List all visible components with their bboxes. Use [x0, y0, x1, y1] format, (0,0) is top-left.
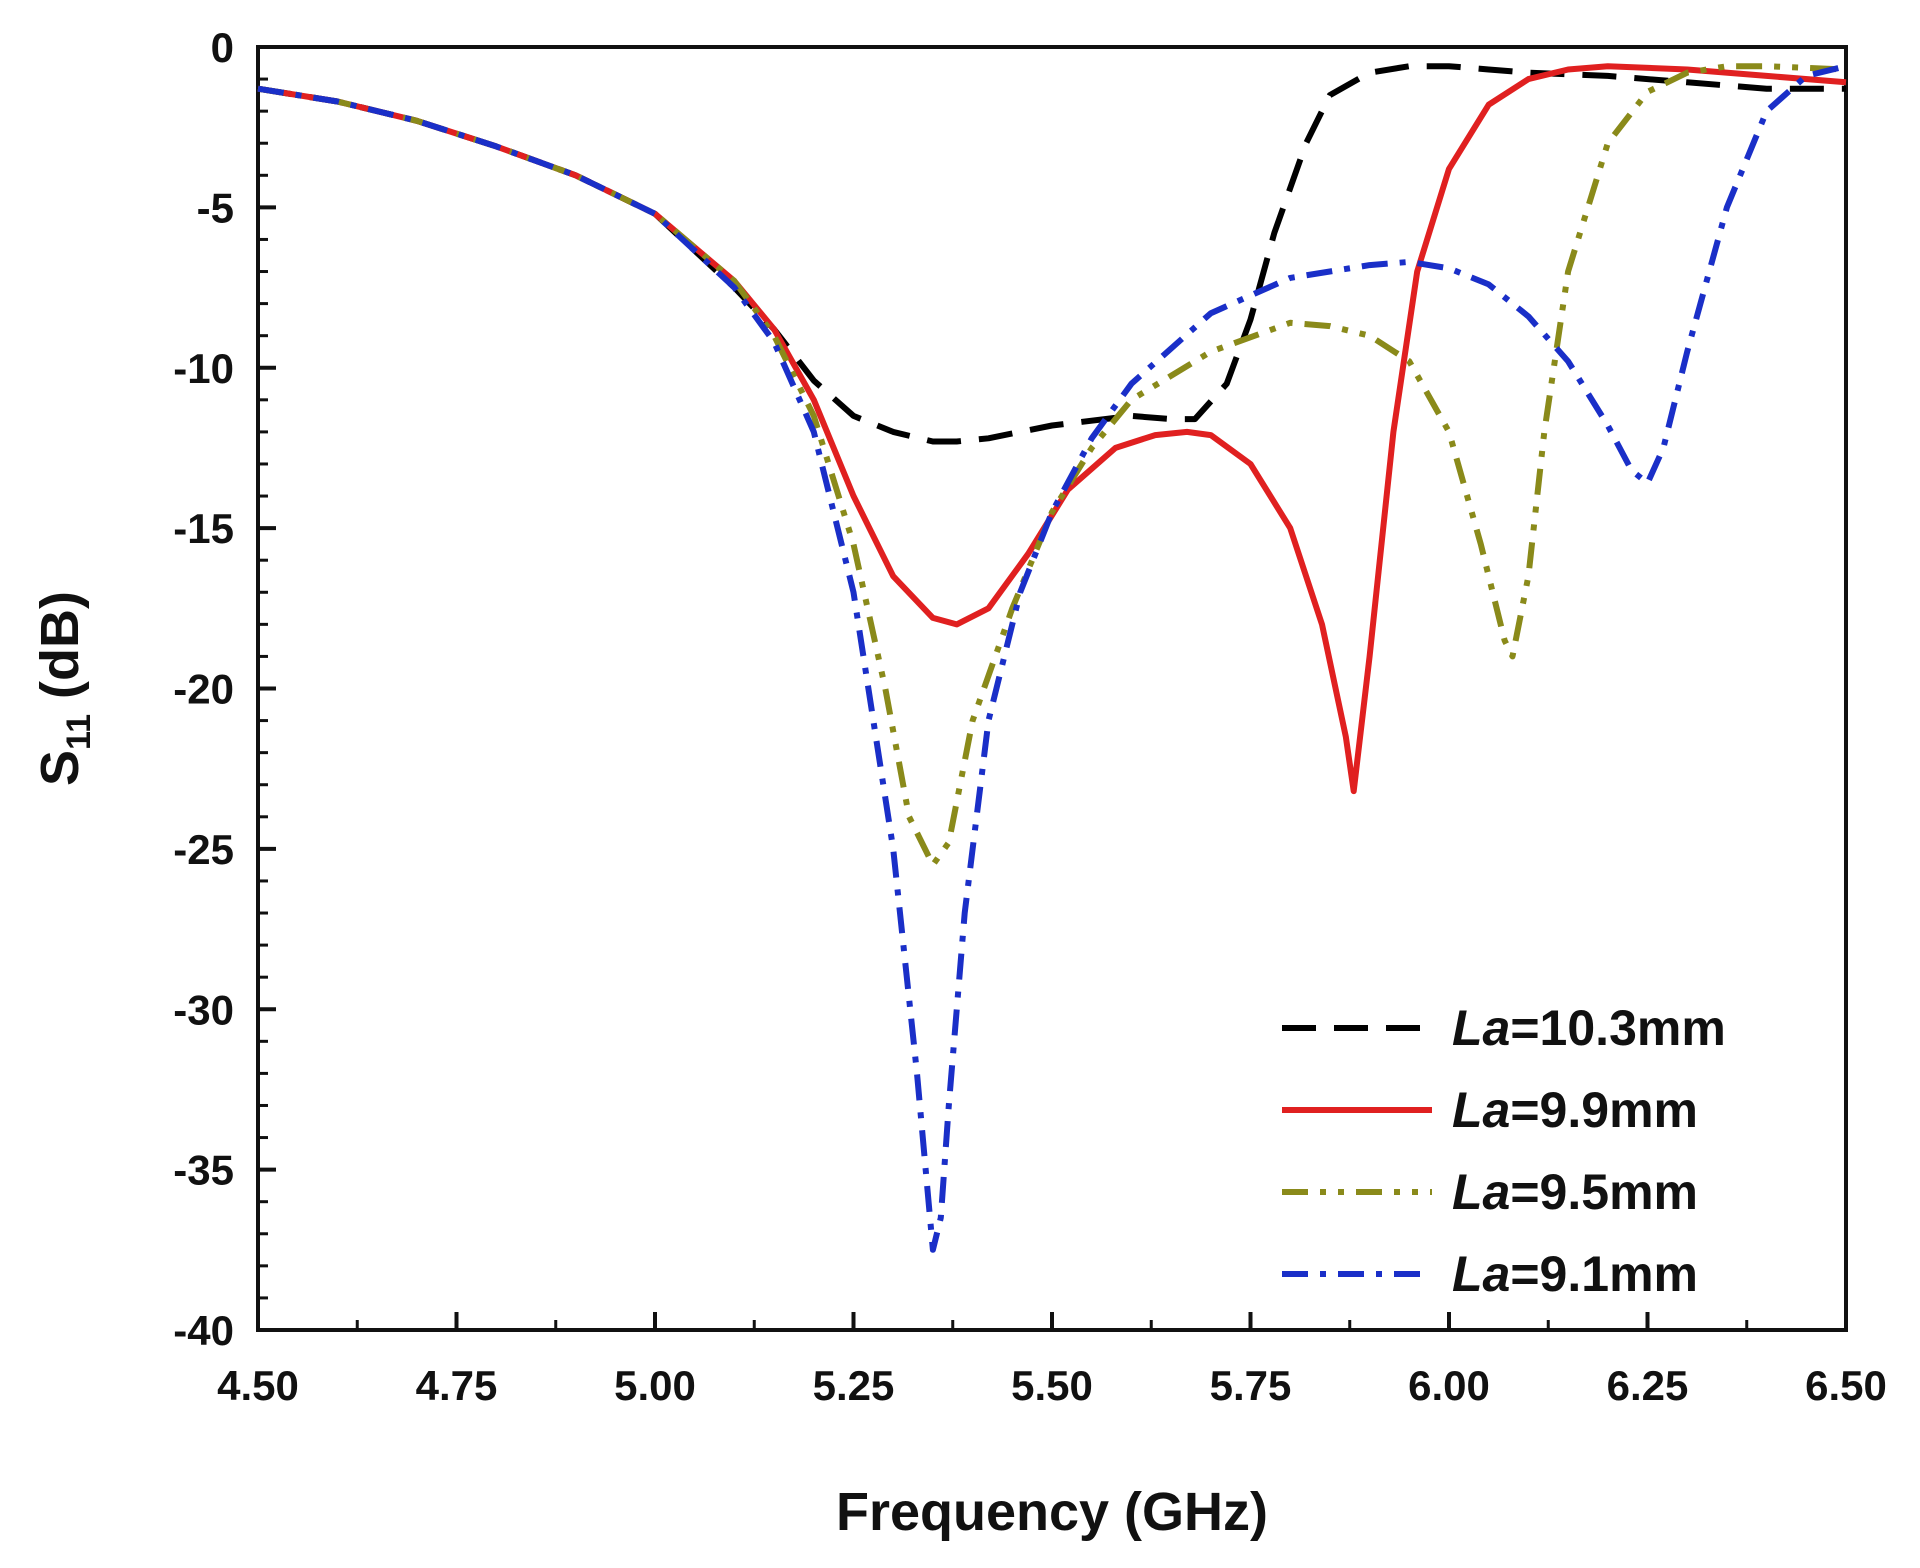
y-tick-label: 0	[211, 24, 234, 71]
series-line-3	[257, 63, 1847, 1253]
x-axis-label: Frequency (GHz)	[836, 1482, 1268, 1542]
y-axis-label: S11 (dB)	[30, 591, 98, 786]
x-tick-label: 5.00	[614, 1362, 696, 1409]
legend-label-2: La=9.5mm	[1452, 1164, 1698, 1220]
legend-label-0: La=10.3mm	[1452, 1000, 1726, 1056]
y-tick-label: -20	[173, 666, 234, 713]
y-tick-label: -25	[173, 826, 234, 873]
y-axis-label-subscript: 11	[60, 714, 98, 750]
y-axis-label-main: S	[30, 750, 90, 786]
y-tick-label: -5	[197, 184, 234, 231]
x-tick-label: 6.00	[1408, 1362, 1490, 1409]
y-tick-label: -15	[173, 505, 234, 552]
x-tick-label: 6.50	[1805, 1362, 1887, 1409]
series-line-0	[257, 63, 1846, 445]
x-tick-label: 4.75	[416, 1362, 498, 1409]
y-tick-label: -40	[173, 1307, 234, 1354]
x-tick-label: 5.50	[1011, 1362, 1093, 1409]
x-tick-label: 5.25	[813, 1362, 895, 1409]
y-axis-label-unit: (dB)	[30, 591, 90, 714]
legend-label-1: La=9.9mm	[1452, 1082, 1698, 1138]
series-line-2	[257, 63, 1847, 868]
legend: La=10.3mm La=9.9mm La=9.5mm La=9.1mm	[1282, 1000, 1726, 1302]
legend-label-3: La=9.1mm	[1452, 1246, 1698, 1302]
x-tick-label: 6.25	[1607, 1362, 1689, 1409]
x-tick-label: 4.50	[217, 1362, 299, 1409]
y-tick-label: -35	[173, 1147, 234, 1194]
x-tick-label: 5.75	[1210, 1362, 1292, 1409]
series-lines	[257, 63, 1847, 1253]
y-tick-label: -10	[173, 345, 234, 392]
axis-ticks	[256, 45, 1848, 1332]
axis-tick-labels: 4.50 4.75 5.00 5.25 5.50 5.75 6.00 6.25 6.50 0 -5 -…	[173, 24, 1887, 1409]
y-tick-label: -30	[173, 986, 234, 1033]
